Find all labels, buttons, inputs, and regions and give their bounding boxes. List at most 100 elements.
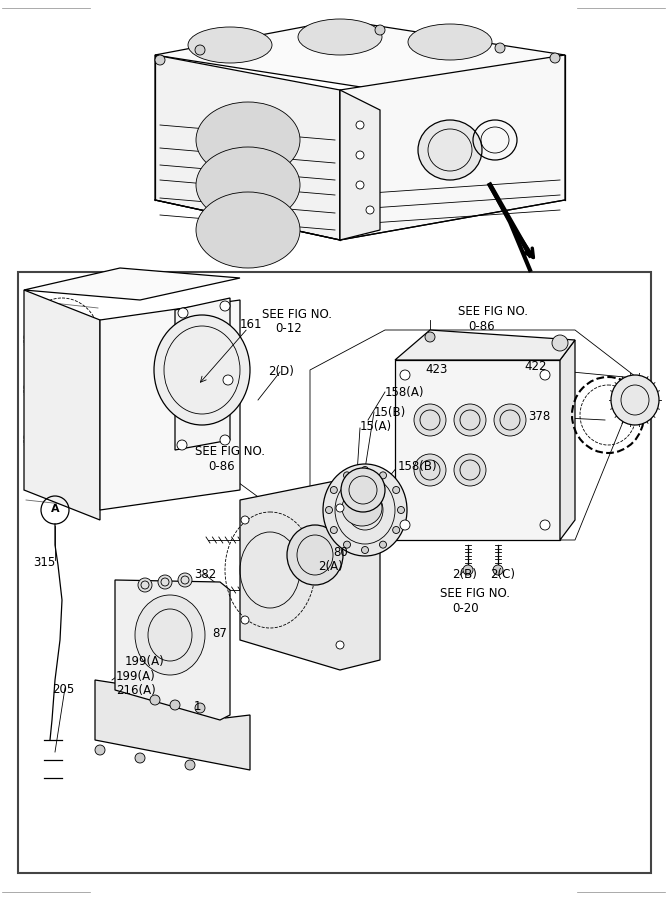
- Polygon shape: [100, 300, 240, 510]
- Ellipse shape: [188, 27, 272, 63]
- Circle shape: [95, 745, 105, 755]
- Text: 0-20: 0-20: [452, 602, 479, 615]
- Circle shape: [425, 332, 435, 342]
- Text: SEE FIG NO.: SEE FIG NO.: [440, 587, 510, 600]
- Ellipse shape: [287, 525, 343, 585]
- Text: 199(A): 199(A): [125, 655, 165, 668]
- Circle shape: [177, 440, 187, 450]
- Text: 15(A): 15(A): [360, 420, 392, 433]
- Ellipse shape: [611, 375, 659, 425]
- Text: 2(C): 2(C): [490, 568, 515, 581]
- Circle shape: [540, 370, 550, 380]
- Polygon shape: [115, 580, 230, 720]
- Text: 199(A): 199(A): [116, 670, 156, 683]
- Circle shape: [241, 516, 249, 524]
- Circle shape: [550, 53, 560, 63]
- Text: A: A: [51, 504, 59, 514]
- Circle shape: [495, 43, 505, 53]
- Circle shape: [344, 541, 350, 548]
- Text: 216(A): 216(A): [116, 684, 156, 697]
- Text: 80: 80: [333, 546, 348, 559]
- Text: SEE FIG NO.: SEE FIG NO.: [458, 305, 528, 318]
- Text: 423: 423: [425, 363, 448, 376]
- Circle shape: [336, 641, 344, 649]
- Ellipse shape: [196, 192, 300, 268]
- Circle shape: [393, 526, 400, 534]
- Polygon shape: [24, 290, 100, 520]
- Circle shape: [158, 575, 172, 589]
- Circle shape: [393, 487, 400, 493]
- Circle shape: [178, 308, 188, 318]
- Circle shape: [150, 695, 160, 705]
- Ellipse shape: [408, 24, 492, 60]
- Polygon shape: [560, 340, 575, 540]
- Circle shape: [241, 616, 249, 624]
- Ellipse shape: [298, 19, 382, 55]
- Text: 382: 382: [194, 568, 216, 581]
- Text: 2(B): 2(B): [452, 568, 477, 581]
- Circle shape: [344, 472, 350, 479]
- Circle shape: [195, 703, 205, 713]
- Polygon shape: [24, 268, 240, 300]
- Circle shape: [414, 404, 446, 436]
- Circle shape: [178, 573, 192, 587]
- Text: SEE FIG NO.: SEE FIG NO.: [195, 445, 265, 458]
- Text: 158(B): 158(B): [398, 460, 438, 473]
- Circle shape: [220, 301, 230, 311]
- Polygon shape: [95, 680, 250, 770]
- Circle shape: [454, 454, 486, 486]
- Circle shape: [356, 181, 364, 189]
- Circle shape: [170, 700, 180, 710]
- Circle shape: [325, 507, 333, 514]
- Circle shape: [463, 565, 473, 575]
- Circle shape: [400, 370, 410, 380]
- Circle shape: [185, 760, 195, 770]
- Text: 161: 161: [240, 318, 263, 331]
- Circle shape: [494, 404, 526, 436]
- Text: 0-86: 0-86: [468, 320, 495, 333]
- Bar: [18, 272, 651, 873]
- Circle shape: [135, 753, 145, 763]
- Circle shape: [540, 520, 550, 530]
- Circle shape: [380, 472, 386, 479]
- Polygon shape: [155, 20, 565, 90]
- Text: 378: 378: [528, 410, 550, 423]
- Polygon shape: [395, 330, 575, 360]
- Circle shape: [223, 375, 233, 385]
- Text: SEE FIG NO.: SEE FIG NO.: [262, 308, 332, 321]
- Polygon shape: [175, 298, 230, 450]
- Text: 0-86: 0-86: [208, 460, 235, 473]
- Ellipse shape: [342, 490, 382, 526]
- Text: 205: 205: [52, 683, 74, 696]
- Text: 1: 1: [194, 700, 201, 713]
- Polygon shape: [340, 90, 380, 240]
- Ellipse shape: [341, 468, 385, 512]
- Text: 2(D): 2(D): [268, 365, 294, 378]
- Polygon shape: [155, 55, 340, 240]
- Circle shape: [493, 565, 503, 575]
- Circle shape: [138, 578, 152, 592]
- Text: 422: 422: [524, 360, 546, 373]
- Circle shape: [375, 25, 385, 35]
- Circle shape: [414, 454, 446, 486]
- Ellipse shape: [418, 120, 482, 180]
- Ellipse shape: [323, 464, 407, 556]
- Circle shape: [336, 504, 344, 512]
- Text: 87: 87: [212, 627, 227, 640]
- Ellipse shape: [196, 147, 300, 223]
- Circle shape: [155, 55, 165, 65]
- Circle shape: [398, 507, 404, 514]
- Ellipse shape: [154, 315, 250, 425]
- Circle shape: [366, 206, 374, 214]
- Circle shape: [330, 487, 338, 493]
- Circle shape: [380, 541, 386, 548]
- Ellipse shape: [196, 102, 300, 178]
- Ellipse shape: [552, 335, 568, 351]
- Circle shape: [362, 466, 368, 473]
- Text: 315: 315: [33, 556, 55, 569]
- Polygon shape: [395, 360, 560, 540]
- Circle shape: [400, 520, 410, 530]
- Circle shape: [220, 435, 230, 445]
- Polygon shape: [240, 480, 380, 670]
- Text: 158(A): 158(A): [385, 386, 424, 399]
